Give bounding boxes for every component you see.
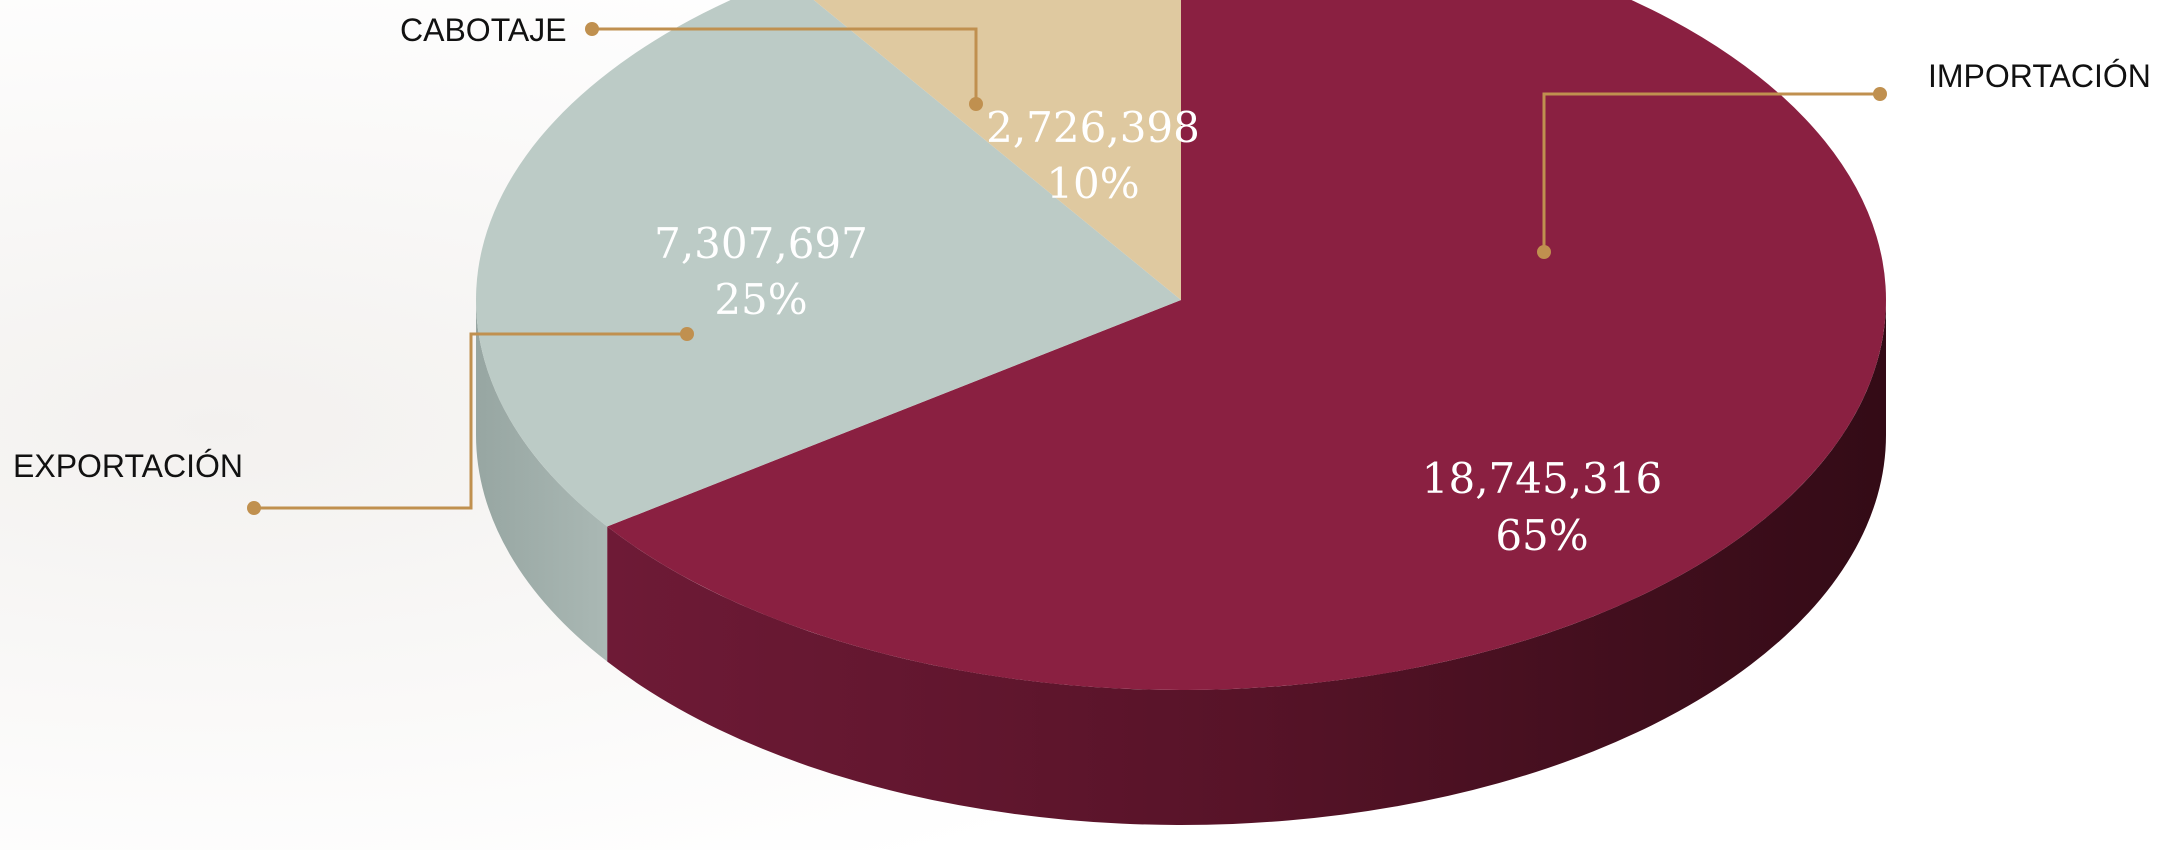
value-label-importacion: 18,745,316 xyxy=(1422,454,1662,503)
slice-cabotaje xyxy=(813,0,1181,300)
leader-line-exportacion xyxy=(247,327,694,515)
value-label-cabotaje: 2,726,398 xyxy=(986,103,1200,152)
category-label-exportacion: EXPORTACIÓN xyxy=(13,448,243,484)
slice-importacion xyxy=(607,0,1886,690)
slice-side-importacion xyxy=(607,300,1887,825)
percent-label-exportacion: 25% xyxy=(714,275,807,324)
slice-exportacion xyxy=(476,0,1181,527)
category-label-importacion: IMPORTACIÓN xyxy=(1928,58,2151,94)
leader-line-cabotaje xyxy=(585,22,983,111)
category-label-cabotaje: CABOTAJE xyxy=(400,12,567,48)
leader-line-importacion xyxy=(1537,87,1887,259)
value-label-exportacion: 7,307,697 xyxy=(654,219,868,268)
percent-label-cabotaje: 10% xyxy=(1046,159,1139,208)
percent-label-importacion: 65% xyxy=(1495,511,1588,560)
slice-side-exportacion xyxy=(476,300,608,662)
